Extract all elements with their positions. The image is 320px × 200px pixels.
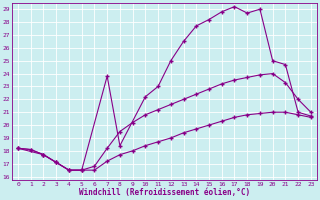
X-axis label: Windchill (Refroidissement éolien,°C): Windchill (Refroidissement éolien,°C) [79, 188, 250, 197]
